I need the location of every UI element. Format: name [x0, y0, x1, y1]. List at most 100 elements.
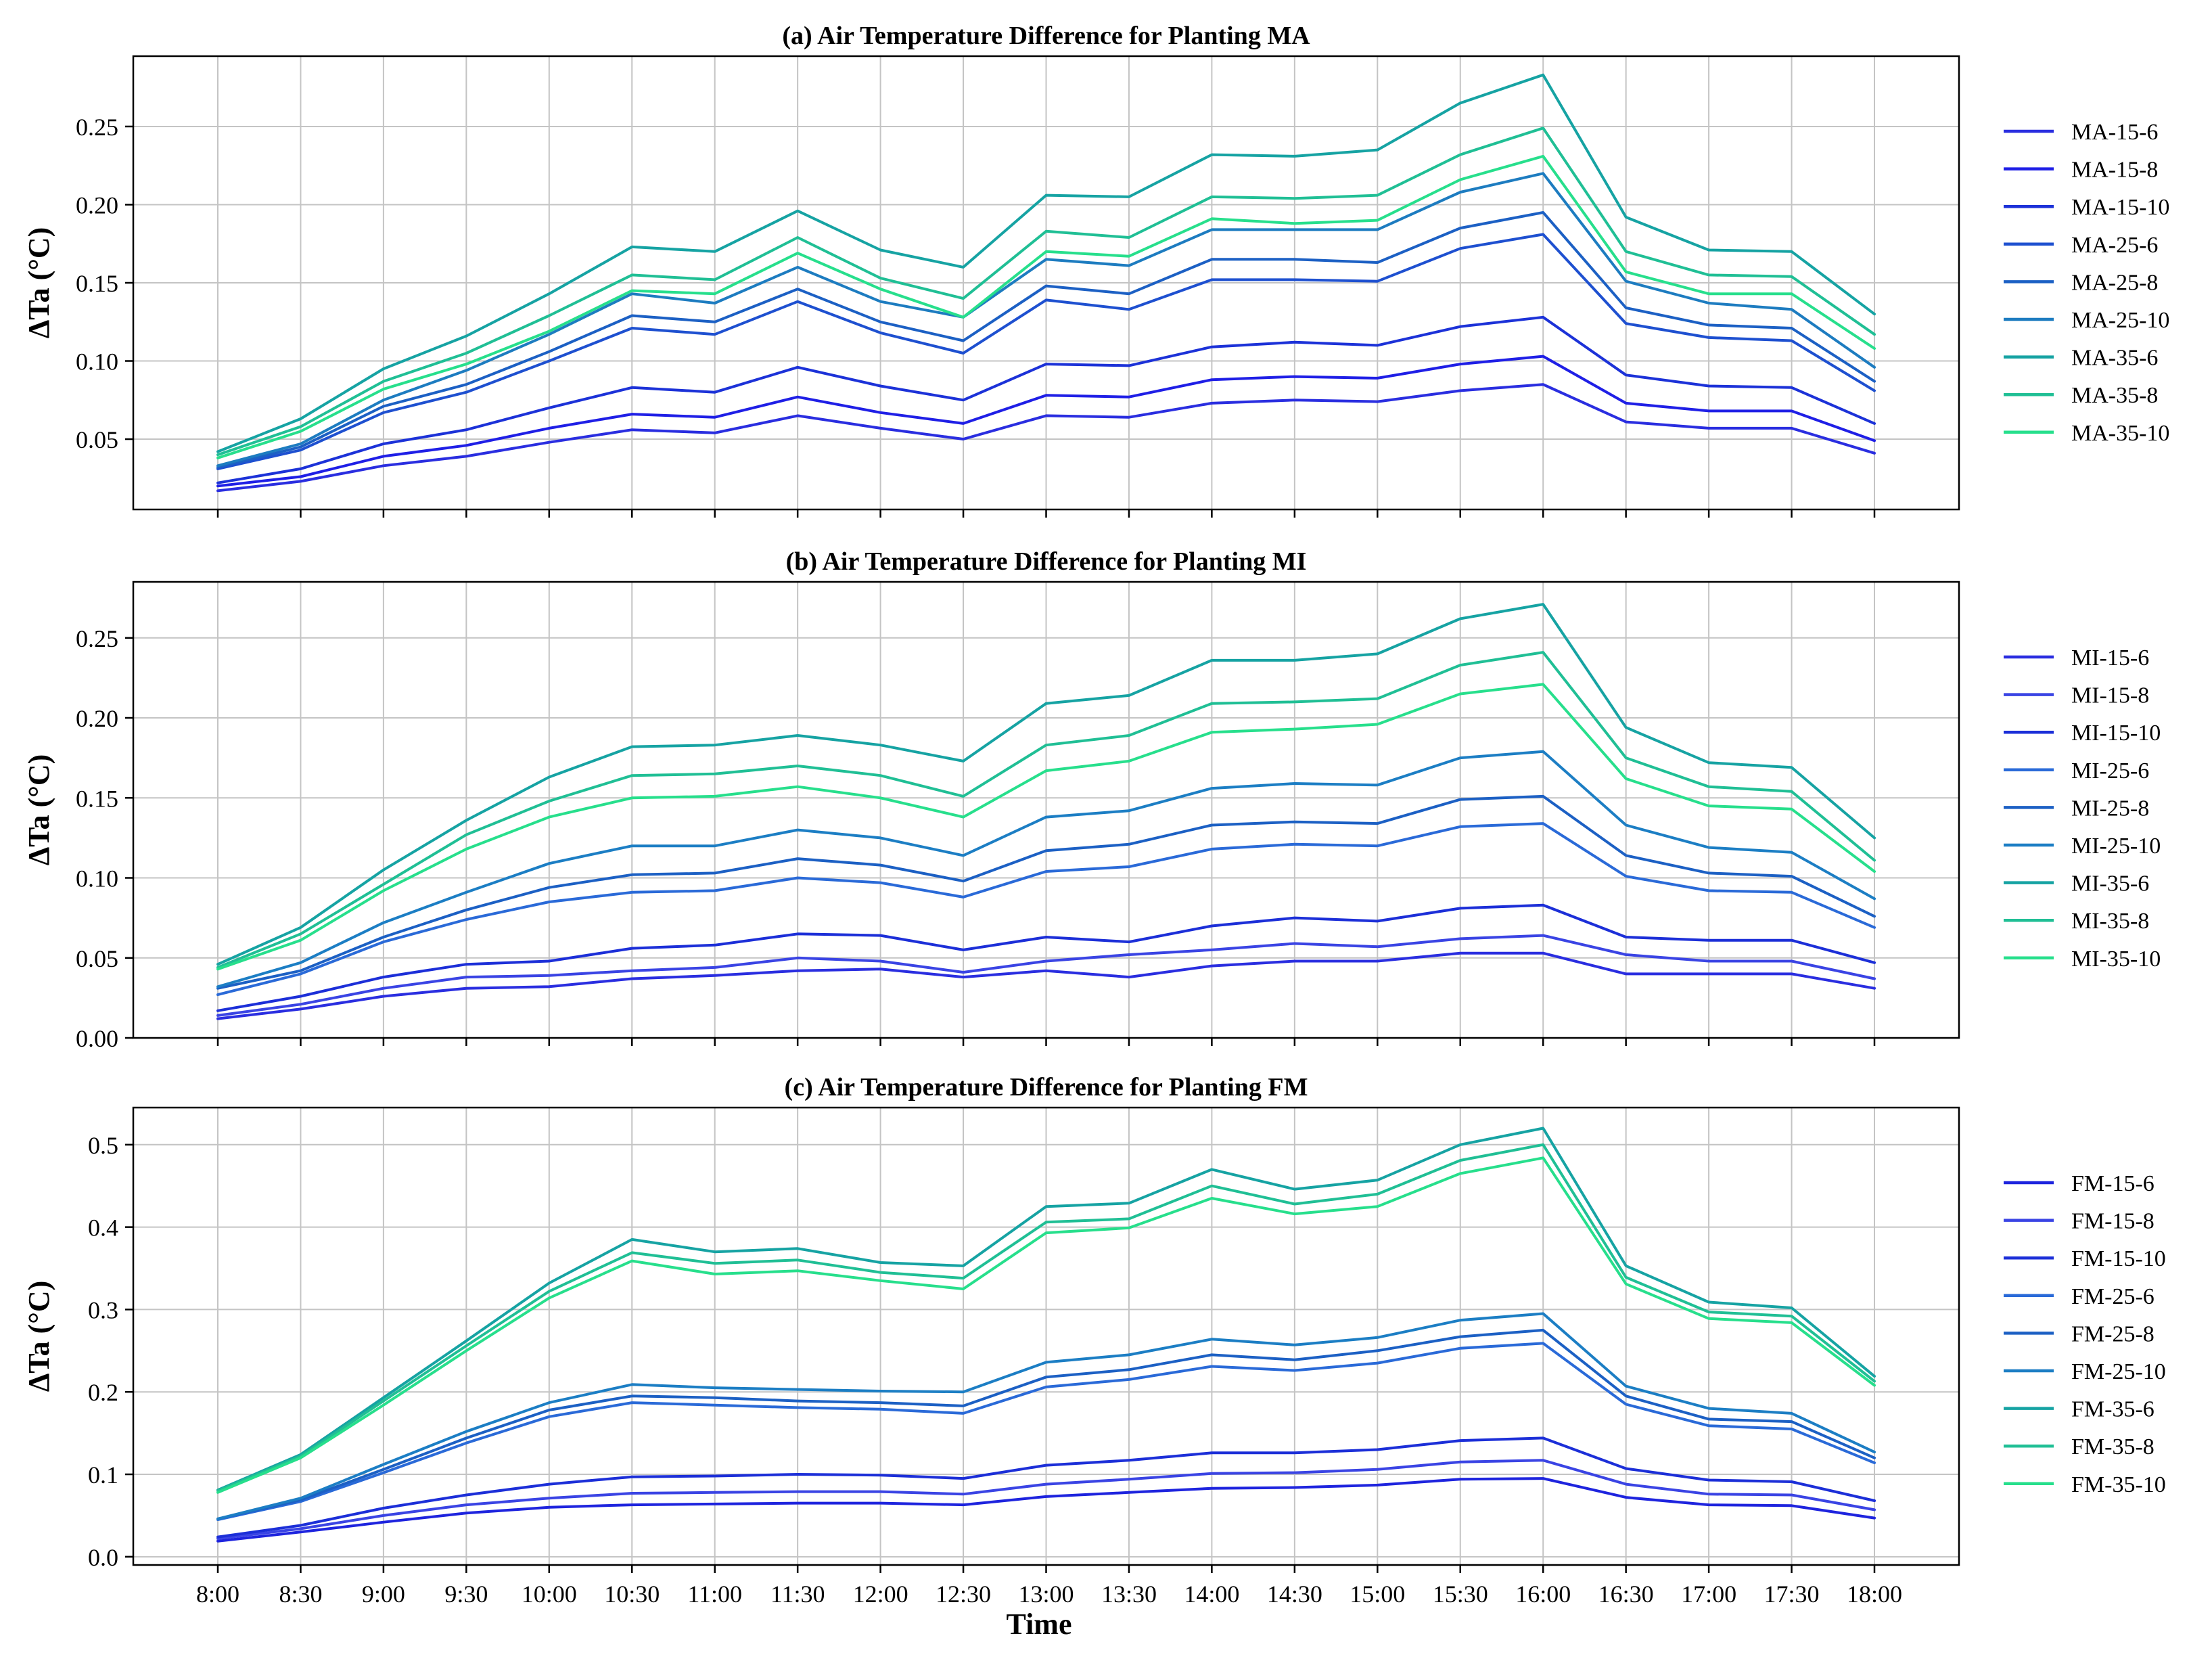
x-tick-label: 12:30	[936, 1581, 991, 1608]
x-tick-label: 9:00	[362, 1581, 405, 1608]
series-line-FM-25-6	[216, 1342, 1876, 1521]
series-line-MA-35-10	[216, 154, 1876, 459]
y-tick-label: 0.00	[76, 1025, 118, 1052]
series-line-FM-15-6	[216, 1477, 1876, 1543]
y-tick-label: 0.3	[88, 1296, 118, 1323]
series-line-MI-15-8	[216, 934, 1876, 1017]
plot-frame	[132, 55, 1960, 511]
legend-label: MA-15-10	[2071, 195, 2169, 220]
y-axis-label: ΔTa (°C)	[22, 754, 55, 866]
panel-2: (b) Air Temperature Difference for Plant…	[22, 547, 2161, 1052]
x-axis-label: Time	[1007, 1608, 1072, 1641]
x-tick-label: 15:00	[1350, 1581, 1405, 1608]
series-line-MI-15-6	[216, 951, 1876, 1020]
legend-label: FM-15-8	[2071, 1209, 2155, 1234]
series-line-MI-25-10	[216, 750, 1876, 989]
y-tick-label: 0.05	[76, 945, 118, 972]
legend-label: FM-25-6	[2071, 1284, 2155, 1309]
legend-label: MA-25-6	[2071, 233, 2158, 258]
series-line-MI-25-8	[216, 794, 1876, 990]
y-tick-label: 0.20	[76, 705, 118, 732]
legend-label: FM-25-8	[2071, 1321, 2155, 1346]
legend-label: MA-25-10	[2071, 308, 2169, 333]
plot-frame	[132, 1106, 1960, 1566]
series-line-MA-25-6	[216, 233, 1876, 470]
x-tick-label: 15:30	[1433, 1581, 1488, 1608]
legend-label: MI-35-6	[2071, 871, 2149, 896]
series-line-MA-25-10	[216, 172, 1876, 468]
series-line-FM-35-10	[216, 1156, 1876, 1494]
series-line-MA-15-10	[216, 315, 1876, 484]
series-line-MA-15-6	[216, 383, 1876, 493]
legend-label: MA-15-6	[2071, 120, 2158, 145]
x-tick-label: 17:30	[1764, 1581, 1820, 1608]
legend-label: MI-35-10	[2071, 947, 2161, 972]
legend-label: MI-15-6	[2071, 645, 2149, 671]
series-line-MI-35-8	[216, 651, 1876, 969]
x-tick-label: 17:00	[1681, 1581, 1736, 1608]
legend-label: MA-35-8	[2071, 383, 2158, 408]
series-line-MI-35-6	[216, 603, 1876, 966]
y-tick-label: 0.15	[76, 270, 118, 297]
legend-label: FM-35-6	[2071, 1397, 2155, 1422]
legend-label: MI-15-8	[2071, 683, 2149, 708]
series-line-FM-25-10	[216, 1312, 1876, 1520]
x-tick-label: 10:30	[604, 1581, 660, 1608]
y-tick-label: 0.4	[88, 1215, 118, 1242]
y-tick-label: 0.10	[76, 348, 118, 376]
legend: FM-15-6 FM-15-8 FM-15-10 FM-25-6 FM-25-8 FM-2…	[2004, 1171, 2166, 1497]
x-tick-label: 13:30	[1101, 1581, 1157, 1608]
panels: (a) Air Temperature Difference for Plant…	[22, 22, 2169, 1608]
series-line-MA-15-8	[216, 355, 1876, 488]
y-tick-label: 0.05	[76, 426, 118, 453]
y-tick-label: 0.5	[88, 1132, 118, 1159]
x-tick-label: 14:00	[1184, 1581, 1239, 1608]
series-line-FM-35-8	[216, 1143, 1876, 1493]
y-tick-label: 0.10	[76, 865, 118, 892]
x-tick-label: 9:30	[444, 1581, 488, 1608]
y-tick-label: 0.0	[88, 1544, 118, 1571]
x-tick-label: 11:30	[770, 1581, 825, 1608]
series-line-MI-15-10	[216, 903, 1876, 1012]
series-line-FM-15-10	[216, 1436, 1876, 1539]
legend-label: MI-25-8	[2071, 796, 2149, 821]
series-line-MI-25-6	[216, 822, 1876, 997]
legend-label: MI-25-10	[2071, 834, 2161, 859]
legend-label: FM-15-6	[2071, 1171, 2155, 1196]
y-axis-label: ΔTa (°C)	[22, 1281, 55, 1392]
y-tick-label: 0.2	[88, 1379, 118, 1406]
x-tick-label: 11:00	[687, 1581, 742, 1608]
x-tick-label: 16:00	[1515, 1581, 1571, 1608]
series-line-MA-35-8	[216, 127, 1876, 457]
legend-label: MA-15-8	[2071, 158, 2158, 183]
legend-label: MI-35-8	[2071, 909, 2149, 934]
y-tick-label: 0.1	[88, 1461, 118, 1489]
legend-label: MI-25-6	[2071, 758, 2149, 784]
y-axis-label: ΔTa (°C)	[22, 227, 55, 339]
legend-label: MA-35-10	[2071, 421, 2169, 446]
panel-title: (c) Air Temperature Difference for Plant…	[785, 1073, 1308, 1102]
y-tick-label: 0.25	[76, 625, 118, 652]
series-line-MI-35-10	[216, 683, 1876, 971]
panel-1: (a) Air Temperature Difference for Plant…	[22, 22, 2169, 518]
x-tick-label: 18:00	[1847, 1581, 1902, 1608]
legend-label: FM-35-10	[2071, 1472, 2166, 1497]
panel-title: (a) Air Temperature Difference for Plant…	[782, 22, 1310, 50]
legend-label: MA-25-8	[2071, 270, 2158, 295]
x-tick-label: 13:00	[1018, 1581, 1074, 1608]
x-tick-label: 16:30	[1598, 1581, 1654, 1608]
x-tick-label: 8:30	[279, 1581, 322, 1608]
series-line-FM-25-8	[216, 1328, 1876, 1520]
series-line-MA-35-6	[216, 73, 1876, 453]
legend-label: MA-35-6	[2071, 346, 2158, 371]
legend: MA-15-6 MA-15-8 MA-15-10 MA-25-6 MA-25-8 MA-2…	[2004, 120, 2169, 446]
series-line-FM-35-6	[216, 1127, 1876, 1492]
legend-label: FM-35-8	[2071, 1434, 2155, 1459]
plot-frame	[132, 581, 1960, 1039]
panel-title: (b) Air Temperature Difference for Plant…	[786, 547, 1307, 576]
y-tick-label: 0.25	[76, 114, 118, 141]
legend-label: MI-15-10	[2071, 721, 2161, 746]
y-tick-label: 0.15	[76, 785, 118, 812]
